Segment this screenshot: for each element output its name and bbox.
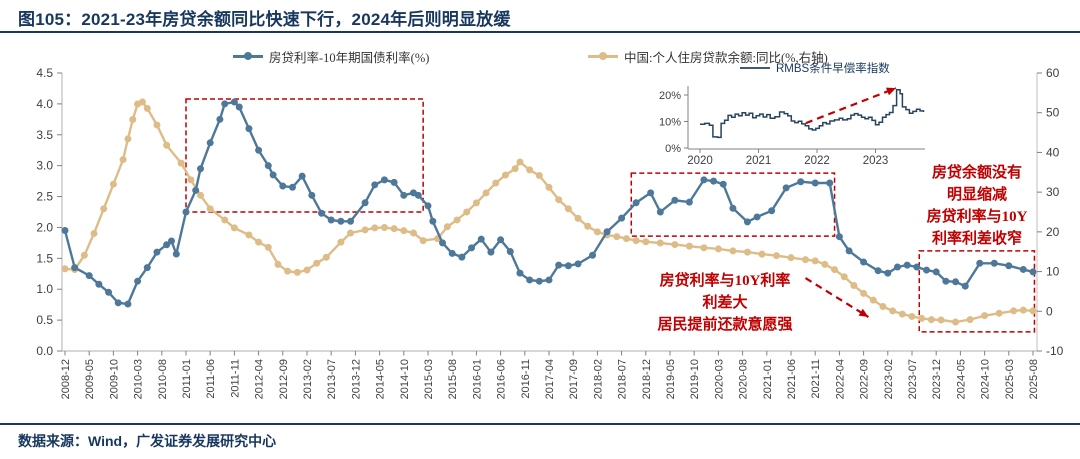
svg-text:2021: 2021	[746, 155, 772, 167]
svg-text:20%: 20%	[659, 90, 681, 102]
svg-text:2018-02: 2018-02	[592, 359, 604, 399]
svg-text:0.0: 0.0	[36, 344, 53, 358]
svg-text:2020-03: 2020-03	[713, 359, 725, 399]
svg-text:2023-02: 2023-02	[883, 359, 895, 399]
svg-text:2020-08: 2020-08	[738, 359, 750, 399]
line-marker-icon	[588, 52, 618, 60]
svg-text:2020: 2020	[687, 155, 713, 167]
svg-text:10%: 10%	[659, 117, 681, 129]
svg-text:2018-07: 2018-07	[617, 359, 629, 399]
footer-divider	[0, 423, 1080, 425]
svg-text:2013-12: 2013-12	[350, 359, 362, 399]
svg-text:2021-01: 2021-01	[762, 359, 774, 399]
annotation-line: 房贷余额没有	[931, 165, 1022, 181]
svg-text:2017-04: 2017-04	[544, 359, 556, 399]
series-housing-loan-balance	[61, 98, 1037, 326]
svg-text:2010-03: 2010-03	[133, 359, 145, 399]
svg-text:2.0: 2.0	[36, 220, 53, 234]
svg-text:0%: 0%	[665, 143, 681, 155]
annotation-line: 利率利差收窄	[931, 231, 1022, 247]
svg-text:10: 10	[1046, 265, 1060, 279]
svg-text:2012-04: 2012-04	[254, 359, 266, 399]
annotation-line: 房贷利率与10Y	[926, 209, 1028, 225]
svg-text:2011-06: 2011-06	[205, 359, 217, 399]
svg-text:2014-10: 2014-10	[399, 359, 411, 399]
svg-text:2013-02: 2013-02	[302, 359, 314, 399]
svg-text:0.5: 0.5	[36, 313, 53, 327]
svg-text:2010-08: 2010-08	[157, 359, 169, 399]
svg-text:2015-08: 2015-08	[447, 359, 459, 399]
svg-text:2021-06: 2021-06	[786, 359, 798, 399]
svg-text:2008-12: 2008-12	[60, 359, 72, 399]
svg-text:2009-10: 2009-10	[108, 359, 120, 399]
svg-text:2025-03: 2025-03	[1004, 359, 1016, 399]
svg-text:2013-07: 2013-07	[326, 359, 338, 399]
svg-text:2024-05: 2024-05	[955, 359, 967, 399]
svg-text:2018-12: 2018-12	[641, 359, 653, 399]
svg-text:3.0: 3.0	[36, 159, 53, 173]
svg-text:2015-03: 2015-03	[423, 359, 435, 399]
page-title: 图105：2021-23年房贷余额同比快速下行，2024年后则明显放缓	[18, 10, 511, 29]
svg-text:2.5: 2.5	[36, 190, 53, 204]
svg-text:2022-04: 2022-04	[834, 359, 846, 399]
svg-text:2025-08: 2025-08	[1028, 359, 1040, 399]
rmbs-line	[700, 88, 925, 139]
svg-text:2017-09: 2017-09	[568, 359, 580, 399]
inset-legend-label: RMBS条件早偿率指数	[776, 61, 890, 75]
svg-text:60: 60	[1046, 66, 1060, 80]
svg-text:4.0: 4.0	[36, 97, 53, 111]
legend-label-balance: 中国:个人住房贷款余额:同比(%,右轴)	[624, 51, 828, 65]
svg-text:20: 20	[1046, 225, 1060, 239]
svg-text:2019-10: 2019-10	[689, 359, 701, 399]
svg-text:1.0: 1.0	[36, 282, 53, 296]
svg-text:2023-07: 2023-07	[907, 359, 919, 399]
svg-text:2023: 2023	[863, 155, 889, 167]
svg-text:2024-10: 2024-10	[980, 359, 992, 399]
svg-text:2019-05: 2019-05	[665, 359, 677, 399]
rmbs-rise-arrow	[805, 87, 897, 125]
header-divider	[0, 31, 1080, 33]
annotation-line: 居民提前还款意愿强	[657, 317, 793, 333]
svg-text:2011-01: 2011-01	[181, 359, 193, 399]
svg-text:50: 50	[1046, 106, 1060, 120]
data-source: 数据来源：Wind，广发证券发展研究中心	[18, 433, 277, 449]
svg-text:0: 0	[1046, 304, 1053, 318]
svg-text:2022-09: 2022-09	[859, 359, 871, 399]
axes: 0.0 0.5 1.0 1.5 2.0 2.5 3.0 3.5 4.0 4.5 -10 0 10 20 30…	[36, 66, 1063, 399]
svg-text:2016-11: 2016-11	[520, 359, 532, 399]
annotation-line: 房贷利率与10Y利率	[659, 273, 791, 289]
svg-text:2021-11: 2021-11	[810, 359, 822, 399]
annotation-balance-stable: 房贷余额没有 明显缩减 房贷利率与10Y 利率利差收窄	[893, 162, 1061, 250]
svg-text:-10: -10	[1046, 344, 1064, 358]
series-mortgage-spread	[61, 98, 1037, 308]
inset-rmbs-chart: 0% 10% 20% 2020 2021 2022 2023 RMBS条件早偿率指数	[659, 61, 925, 167]
svg-text:2016-01: 2016-01	[471, 359, 483, 399]
svg-text:2014-05: 2014-05	[375, 359, 387, 399]
highlight-box	[918, 250, 1036, 333]
legend-item-spread: 房贷利率-10年期国债利率(%)	[233, 47, 429, 66]
svg-text:30: 30	[1046, 185, 1060, 199]
legend-item-balance: 中国:个人住房贷款余额:同比(%,右轴)	[588, 47, 828, 66]
annotation-line: 利差大	[702, 295, 748, 311]
annotation-line: 明显缩减	[946, 187, 1007, 203]
svg-text:40: 40	[1046, 145, 1060, 159]
svg-text:4.5: 4.5	[36, 66, 53, 80]
svg-text:2022: 2022	[804, 155, 830, 167]
line-marker-icon	[233, 52, 263, 60]
svg-text:2011-11: 2011-11	[229, 359, 241, 398]
svg-text:3.5: 3.5	[36, 128, 53, 142]
legend-label-spread: 房贷利率-10年期国债利率(%)	[269, 51, 430, 65]
svg-text:2009-05: 2009-05	[84, 359, 96, 399]
annotation-prepayment: 房贷利率与10Y利率 利差大 居民提前还款意愿强	[614, 270, 836, 336]
highlight-box	[185, 98, 424, 213]
svg-text:2016-06: 2016-06	[496, 359, 508, 399]
svg-text:2023-12: 2023-12	[931, 359, 943, 399]
prepayment-trend-arrow	[804, 277, 870, 318]
svg-text:2012-09: 2012-09	[278, 359, 290, 399]
svg-text:1.5: 1.5	[36, 251, 53, 265]
